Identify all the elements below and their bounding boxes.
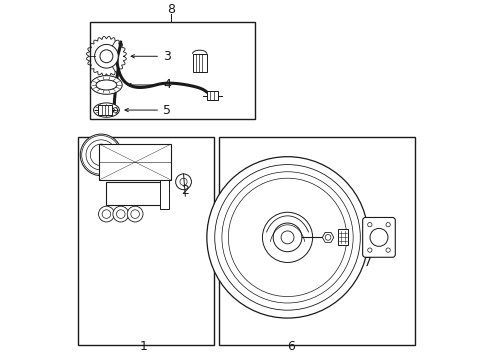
- Bar: [99, 144, 171, 180]
- Ellipse shape: [93, 103, 119, 117]
- Text: 5: 5: [163, 104, 171, 117]
- Text: 4: 4: [163, 78, 171, 91]
- FancyBboxPatch shape: [362, 217, 394, 257]
- Bar: [78, 137, 214, 345]
- Circle shape: [80, 134, 122, 176]
- Circle shape: [102, 210, 110, 219]
- Circle shape: [367, 222, 371, 227]
- Text: 3: 3: [163, 50, 171, 63]
- Bar: [98, 105, 112, 116]
- Circle shape: [367, 248, 371, 252]
- Text: 2: 2: [181, 184, 189, 197]
- Circle shape: [228, 178, 346, 297]
- Circle shape: [273, 223, 301, 252]
- Circle shape: [99, 206, 114, 222]
- Circle shape: [206, 157, 367, 318]
- Circle shape: [214, 165, 360, 310]
- Circle shape: [180, 178, 187, 185]
- Bar: [192, 54, 206, 72]
- Circle shape: [131, 210, 139, 219]
- Text: 7: 7: [364, 256, 371, 269]
- Text: 8: 8: [166, 3, 175, 16]
- Text: 1: 1: [140, 340, 148, 353]
- Bar: [90, 22, 255, 119]
- Circle shape: [281, 231, 293, 244]
- Circle shape: [262, 212, 312, 262]
- Bar: [106, 182, 163, 205]
- Circle shape: [116, 210, 125, 219]
- Bar: [337, 229, 348, 245]
- Bar: [160, 180, 169, 209]
- Ellipse shape: [99, 107, 114, 114]
- Circle shape: [113, 206, 128, 222]
- Bar: [219, 137, 414, 345]
- Text: 6: 6: [286, 340, 294, 353]
- Bar: [206, 91, 218, 100]
- Circle shape: [369, 228, 387, 246]
- Circle shape: [385, 222, 389, 227]
- Circle shape: [175, 174, 191, 190]
- Ellipse shape: [90, 76, 122, 94]
- Circle shape: [127, 206, 142, 222]
- Circle shape: [325, 234, 330, 240]
- Circle shape: [94, 44, 118, 68]
- Circle shape: [385, 248, 389, 252]
- Circle shape: [100, 50, 113, 63]
- Circle shape: [222, 172, 352, 303]
- Ellipse shape: [96, 80, 117, 90]
